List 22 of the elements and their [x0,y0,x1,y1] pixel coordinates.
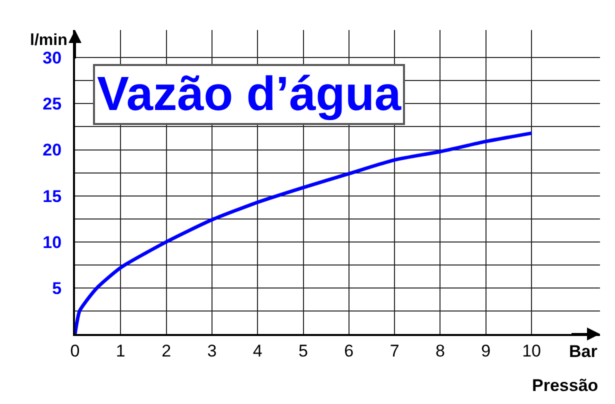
y-tick-label: 20 [42,140,62,160]
x-tick-label: 2 [162,341,172,360]
x-tick-label: 5 [298,341,308,360]
x-tick-label: 10 [522,341,541,360]
x-tick-label: 3 [207,341,217,360]
x-tick-label: 6 [344,341,354,360]
y-tick-label: 10 [42,232,62,252]
text: Pressão [532,376,598,395]
x-tick-label: 1 [116,341,126,360]
y-tick-label: 5 [52,278,62,298]
line-series [75,131,534,334]
y-tick-label: 30 [42,48,62,68]
y-tick-label: 25 [42,94,62,114]
y-tick-label: 15 [42,186,62,206]
x-tick-label: 8 [435,341,445,360]
x-axis-title: Bar [569,342,598,361]
y-axis-title: l/min [30,32,68,49]
x-tick-label: 4 [252,341,262,360]
text: Vazão d’água [97,68,402,121]
x-tick-label: 7 [390,341,400,360]
x-tick-label: 0 [70,341,80,360]
x-tick-label: 9 [481,341,491,360]
